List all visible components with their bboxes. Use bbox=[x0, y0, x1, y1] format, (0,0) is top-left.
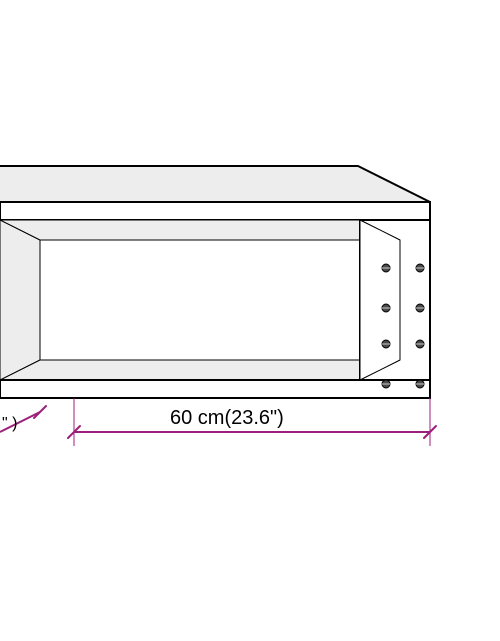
dimension-depth-label-fragment: " ) bbox=[2, 415, 17, 432]
dimension-depth-fragment: " ) bbox=[0, 406, 46, 432]
shelf-dimension-diagram: 60 cm(23.6") " ) bbox=[0, 0, 500, 641]
dimension-width-label: 60 cm(23.6") bbox=[170, 407, 284, 429]
shelf-outline bbox=[0, 166, 430, 398]
dimension-width: 60 cm(23.6") bbox=[68, 398, 436, 446]
